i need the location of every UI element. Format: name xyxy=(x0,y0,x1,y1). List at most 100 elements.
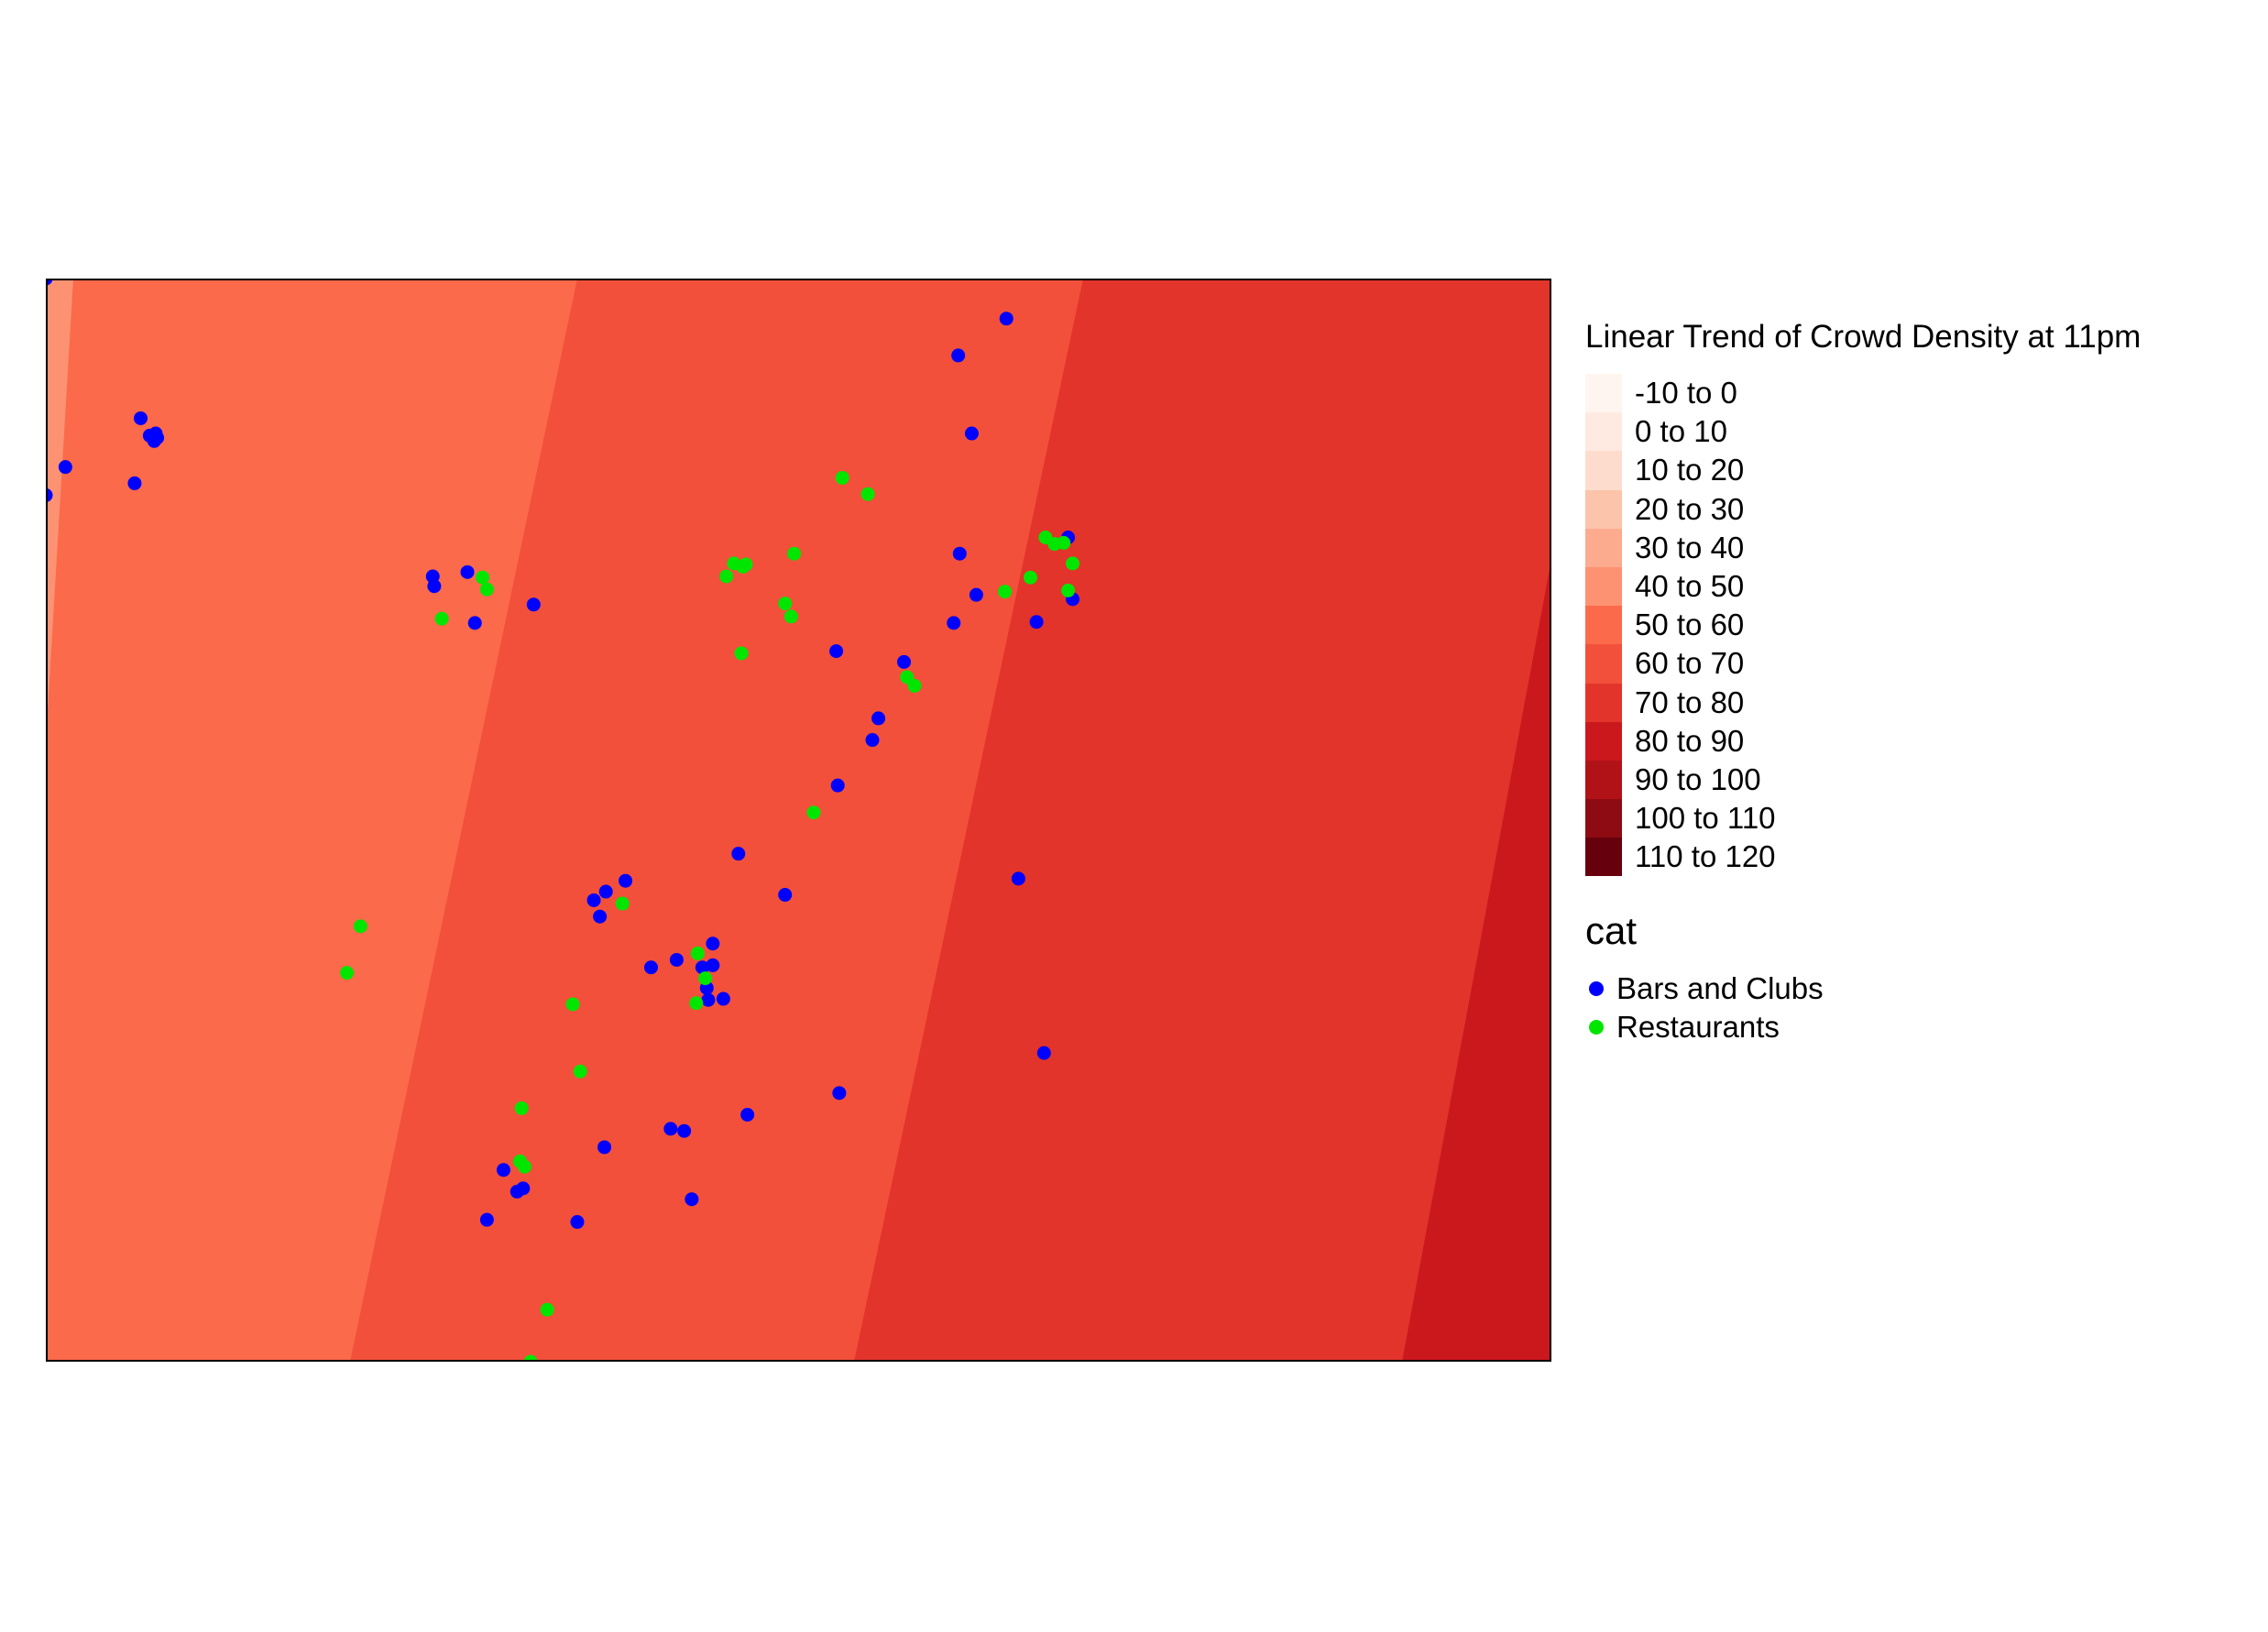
bar-club-point xyxy=(496,1163,510,1177)
bar-club-point xyxy=(832,1086,847,1101)
bar-club-point xyxy=(897,654,912,669)
bar-club-point xyxy=(669,952,684,967)
fill-legend-item: 50 to 60 xyxy=(1585,606,2141,645)
bar-club-point xyxy=(716,991,730,1006)
restaurant-point xyxy=(514,1101,529,1115)
fill-legend-item: 60 to 70 xyxy=(1585,644,2141,684)
bar-club-point xyxy=(706,958,720,972)
fill-legend-label: 110 to 120 xyxy=(1635,839,1776,874)
bar-club-point xyxy=(999,312,1013,326)
bar-club-point xyxy=(427,579,442,594)
restaurant-point xyxy=(806,805,821,820)
fill-legend-item: 40 to 50 xyxy=(1585,566,2141,607)
bar-club-point xyxy=(479,1212,494,1227)
restaurant-point xyxy=(1057,535,1071,550)
legend: Linear Trend of Crowd Density at 11pm -1… xyxy=(1585,319,2141,1046)
restaurant-point xyxy=(787,546,802,561)
fill-legend-item: 100 to 110 xyxy=(1585,799,2141,838)
bar-club-point xyxy=(643,960,658,975)
bar-club-point xyxy=(685,1192,699,1207)
restaurant-point xyxy=(615,896,630,911)
restaurant-point xyxy=(734,646,749,661)
fill-legend-label: 90 to 100 xyxy=(1635,761,1761,796)
category-legend-label: Restaurants xyxy=(1616,1010,1780,1045)
restaurant-point xyxy=(1061,583,1076,597)
fill-legend-label: 80 to 90 xyxy=(1635,723,1745,758)
bar-club-point xyxy=(127,476,142,490)
fill-swatch xyxy=(1585,606,1622,645)
category-dot-icon xyxy=(1589,981,1604,997)
bar-club-point xyxy=(467,616,482,630)
fill-legend-label: 50 to 60 xyxy=(1635,608,1745,642)
bar-club-point xyxy=(740,1108,755,1123)
fill-legend-label: 40 to 50 xyxy=(1635,569,1745,604)
bar-club-point xyxy=(663,1122,678,1136)
restaurant-point xyxy=(475,570,489,585)
category-legend-item: Restaurants xyxy=(1585,1008,2141,1046)
fill-legend-label: 30 to 40 xyxy=(1635,530,1745,564)
fill-legend-item: 70 to 80 xyxy=(1585,683,2141,722)
category-legend-item: Bars and Clubs xyxy=(1585,969,2141,1008)
category-legend: Bars and Clubs Restaurants xyxy=(1585,969,2141,1046)
restaurant-point xyxy=(778,597,793,611)
fill-swatch xyxy=(1585,451,1622,490)
fill-swatch xyxy=(1585,528,1622,567)
fill-legend-item: -10 to 0 xyxy=(1585,374,2141,413)
fill-legend-item: 0 to 10 xyxy=(1585,412,2141,452)
restaurant-point xyxy=(907,678,922,693)
restaurant-point xyxy=(690,946,705,960)
fill-legend-label: 100 to 110 xyxy=(1635,801,1776,836)
bar-club-point xyxy=(526,597,541,612)
bar-club-point xyxy=(598,884,613,899)
restaurant-point xyxy=(835,470,849,485)
fill-swatch xyxy=(1585,838,1622,877)
category-legend-label: Bars and Clubs xyxy=(1616,971,1824,1006)
restaurant-point xyxy=(540,1302,554,1317)
fill-legend-label: 20 to 30 xyxy=(1635,491,1745,526)
fill-legend-label: -10 to 0 xyxy=(1635,376,1737,411)
restaurant-point xyxy=(998,585,1013,599)
bar-club-point xyxy=(677,1123,692,1138)
fill-swatch xyxy=(1585,721,1622,761)
restaurant-point xyxy=(479,582,494,597)
bar-club-point xyxy=(865,733,880,748)
fill-swatch xyxy=(1585,489,1622,529)
fill-swatch xyxy=(1585,760,1622,800)
restaurant-point xyxy=(565,997,580,1012)
bar-club-point xyxy=(701,992,716,1007)
band-70-to-80 xyxy=(854,279,1551,1362)
fill-legend-item: 110 to 120 xyxy=(1585,838,2141,877)
bar-club-point xyxy=(951,348,966,363)
restaurant-point xyxy=(434,611,449,626)
bar-club-point xyxy=(1011,871,1025,886)
fill-swatch xyxy=(1585,374,1622,413)
restaurant-point xyxy=(517,1159,531,1174)
bar-club-point xyxy=(964,426,979,441)
fill-swatch xyxy=(1585,644,1622,684)
bar-club-point xyxy=(952,546,967,561)
fill-legend-label: 60 to 70 xyxy=(1635,646,1745,681)
fill-legend-label: 70 to 80 xyxy=(1635,685,1745,719)
legend-cat-title: cat xyxy=(1585,909,1638,953)
fill-swatch xyxy=(1585,799,1622,838)
bar-club-point xyxy=(969,587,983,602)
fill-legend-item: 10 to 20 xyxy=(1585,451,2141,490)
bar-club-point xyxy=(778,888,793,903)
bar-club-point xyxy=(58,460,72,475)
restaurant-point xyxy=(1066,556,1080,571)
fill-swatch xyxy=(1585,566,1622,607)
bar-club-point xyxy=(593,909,608,924)
bar-club-point xyxy=(947,616,961,630)
bar-club-point xyxy=(570,1215,585,1230)
restaurant-point xyxy=(340,966,355,980)
restaurant-point xyxy=(1024,570,1038,585)
fill-legend-item: 80 to 90 xyxy=(1585,721,2141,761)
fill-legend-label: 10 to 20 xyxy=(1635,453,1745,487)
restaurant-point xyxy=(573,1064,587,1079)
density-raster xyxy=(46,279,1551,1362)
fill-swatch xyxy=(1585,683,1622,722)
bar-club-point xyxy=(830,778,845,793)
bar-club-point xyxy=(695,960,709,975)
bar-club-point xyxy=(586,893,601,907)
